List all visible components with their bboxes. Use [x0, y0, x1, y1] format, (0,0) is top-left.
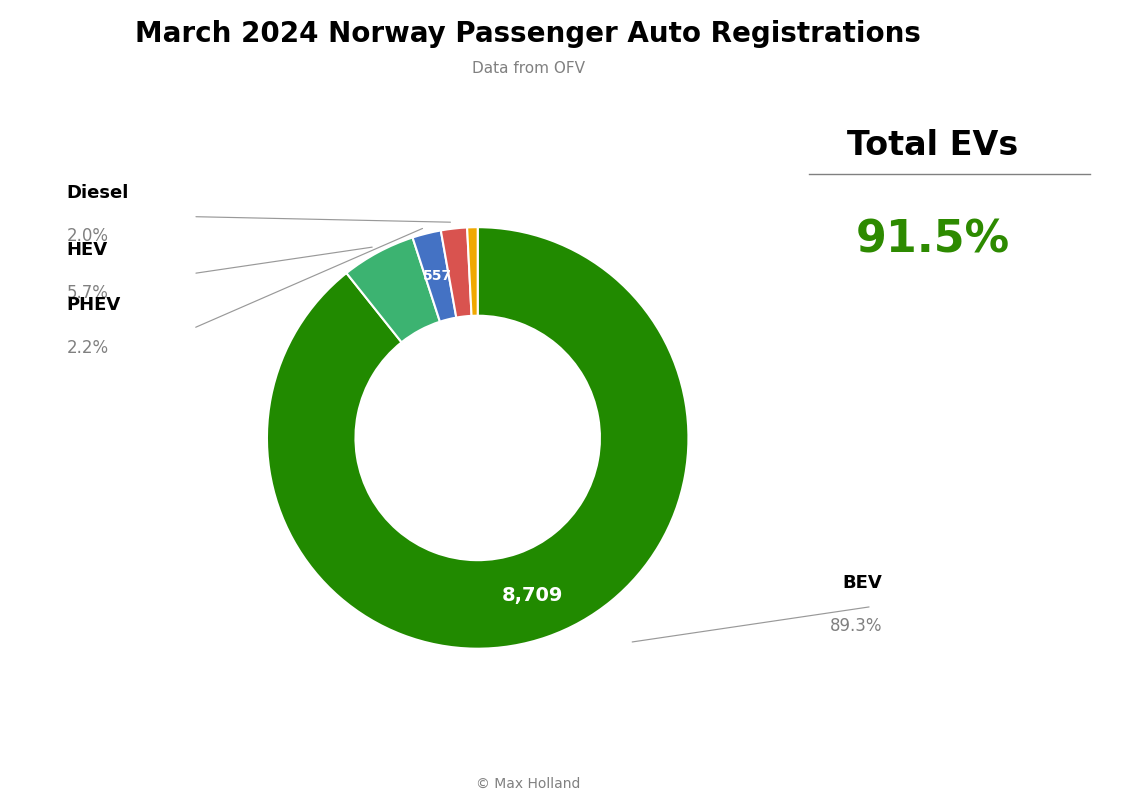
Wedge shape: [468, 227, 478, 315]
Text: 89.3%: 89.3%: [830, 617, 882, 635]
Wedge shape: [413, 230, 456, 322]
Text: Total EVs: Total EVs: [847, 129, 1018, 162]
Text: Diesel: Diesel: [66, 184, 129, 202]
Text: HEV: HEV: [66, 241, 108, 259]
Wedge shape: [346, 238, 439, 342]
Text: Data from OFV: Data from OFV: [472, 61, 584, 75]
Text: 2.0%: 2.0%: [66, 227, 109, 245]
Text: BEV: BEV: [843, 574, 882, 592]
Wedge shape: [441, 227, 472, 318]
Text: 5.7%: 5.7%: [66, 284, 109, 302]
Text: © Max Holland: © Max Holland: [477, 777, 580, 791]
Text: 8,709: 8,709: [502, 586, 563, 605]
Text: 557: 557: [423, 269, 452, 283]
Wedge shape: [268, 227, 688, 649]
Text: March 2024 Norway Passenger Auto Registrations: March 2024 Norway Passenger Auto Registr…: [135, 20, 922, 49]
Text: 91.5%: 91.5%: [855, 219, 1010, 262]
Text: 2.2%: 2.2%: [66, 339, 109, 357]
Text: PHEV: PHEV: [66, 295, 121, 314]
